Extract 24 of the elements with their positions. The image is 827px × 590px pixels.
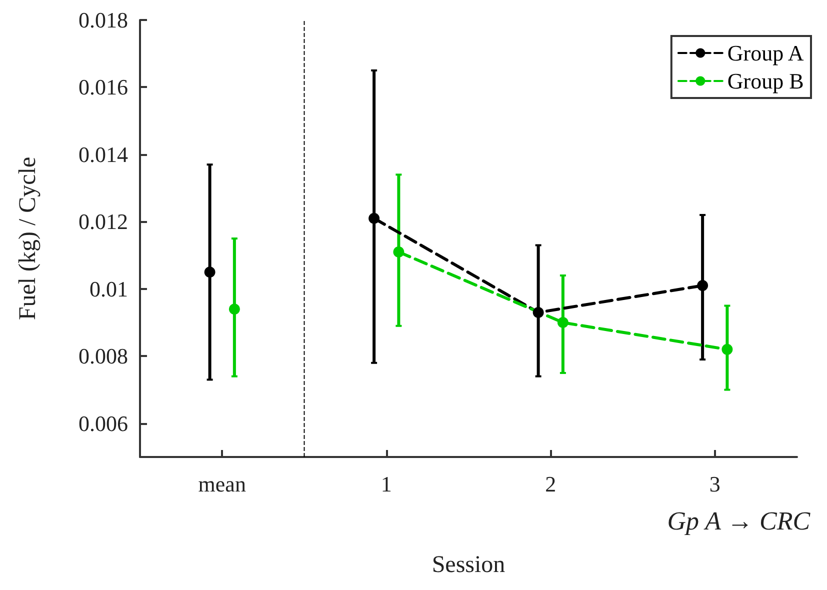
point bbox=[393, 246, 404, 258]
x-tick-label: 3 bbox=[709, 472, 720, 496]
y-tick-label: 0.014 bbox=[78, 142, 128, 167]
point bbox=[697, 280, 708, 292]
y-tick-label: 0.012 bbox=[78, 209, 128, 234]
y-tick-label: 0.018 bbox=[78, 8, 128, 32]
point bbox=[204, 266, 216, 278]
x-tick-label: mean bbox=[198, 472, 246, 496]
y-tick-label: 0.008 bbox=[78, 344, 128, 369]
y-tick-label: 0.016 bbox=[78, 74, 128, 100]
y-tick-label: 0.006 bbox=[78, 410, 128, 436]
point bbox=[368, 212, 380, 224]
legend-label: Group B bbox=[727, 68, 804, 94]
point bbox=[228, 304, 240, 315]
point bbox=[557, 317, 568, 328]
y-tick-label: 0.01 bbox=[90, 276, 128, 302]
x-tick-label: 2 bbox=[545, 472, 556, 496]
point bbox=[532, 306, 544, 318]
point bbox=[722, 344, 733, 355]
y-axis-title: Fuel (kg) / Cycle bbox=[15, 156, 41, 320]
text: Gp A → CRC bbox=[667, 506, 811, 536]
legend-label: Group A bbox=[727, 40, 804, 66]
x-axis-title: Session bbox=[432, 552, 506, 578]
x-tick-label: 1 bbox=[380, 472, 392, 496]
